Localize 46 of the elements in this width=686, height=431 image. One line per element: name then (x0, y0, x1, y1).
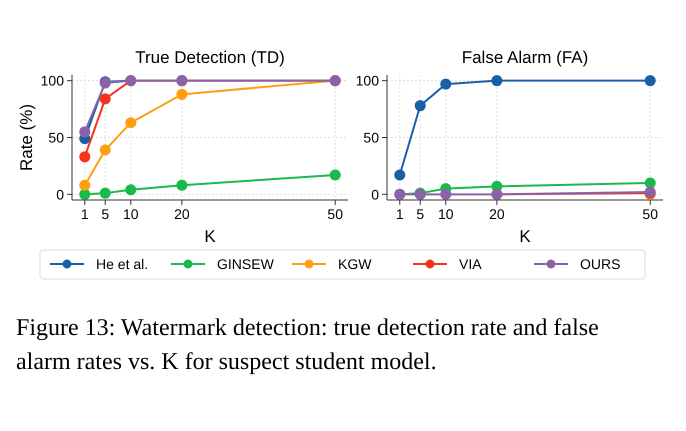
y-tick-label: 50 (363, 130, 380, 146)
y-tick-label: 100 (356, 72, 380, 89)
caption: Figure 13: Watermark detection: true detection rate and false alarm rates vs. K for suspect student model. (16, 314, 600, 377)
point (176, 180, 188, 191)
legend-label: He et al. (96, 256, 148, 272)
y-tick-label: 50 (48, 130, 64, 146)
point (79, 188, 90, 200)
x-tick-label: 50 (327, 206, 344, 222)
point (176, 88, 188, 100)
legend-label: GINSEW (217, 256, 275, 272)
x-axis-title: K (204, 227, 216, 246)
chart-title: True Detection (TD) (135, 48, 285, 67)
x-tick-label: 50 (642, 206, 658, 222)
x-tick-label: 5 (101, 206, 110, 222)
x-tick-label: 20 (489, 206, 505, 222)
legend-label: KGW (338, 256, 372, 272)
x-tick-label: 1 (396, 206, 404, 222)
legend-label: OURS (580, 256, 620, 272)
point (330, 170, 341, 180)
x-tick-label: 1 (80, 206, 89, 222)
y-axis-title: Rate (%) (17, 104, 36, 172)
x-tick-label: 20 (174, 206, 190, 222)
point (440, 78, 452, 90)
x-tick-label: 5 (416, 206, 424, 222)
y-tick-label: 100 (40, 72, 64, 89)
point (125, 184, 136, 196)
point (100, 144, 111, 156)
y-tick-label: 0 (371, 186, 380, 202)
x-axis-title: K (519, 227, 532, 246)
point (644, 177, 656, 188)
point (79, 126, 90, 138)
point (79, 151, 90, 162)
chart-title: False Alarm (FA) (462, 48, 588, 67)
x-tick-label: 10 (122, 206, 139, 222)
point (125, 117, 136, 128)
point (100, 188, 111, 199)
point (644, 75, 656, 86)
point (100, 93, 111, 104)
legend-label: VIA (459, 256, 482, 272)
y-tick-label: 0 (56, 186, 64, 202)
point (414, 100, 426, 112)
point (491, 75, 502, 86)
x-tick-label: 10 (438, 206, 454, 222)
point (440, 188, 452, 200)
point (394, 170, 406, 180)
point (79, 180, 90, 191)
